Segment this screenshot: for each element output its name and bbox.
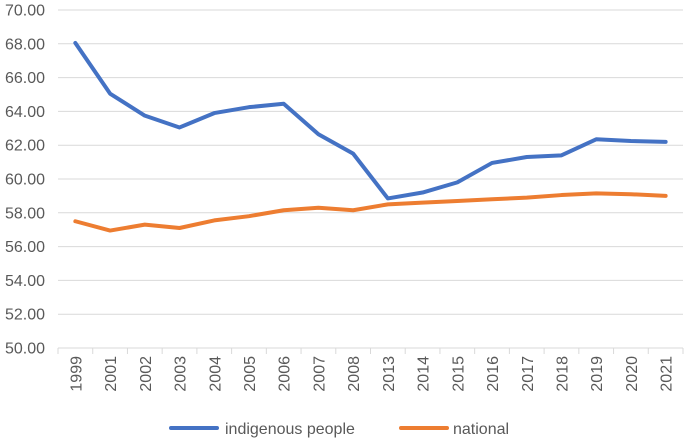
x-tick-label: 2016 — [485, 356, 502, 392]
x-tick-label: 2001 — [103, 356, 120, 392]
x-tick-label: 2014 — [416, 356, 433, 392]
x-tick-label: 2007 — [311, 356, 328, 392]
y-tick-label: 66.00 — [5, 70, 45, 87]
x-tick-label: 2015 — [450, 356, 467, 392]
gridlines — [57, 9, 684, 354]
x-tick-label: 2004 — [207, 356, 224, 392]
y-tick-label: 56.00 — [5, 239, 45, 256]
series-line-indigenous-people — [73, 40, 668, 201]
y-tick-label: 58.00 — [5, 205, 45, 222]
x-tick-label: 1999 — [68, 356, 85, 392]
x-tick-label: 2006 — [277, 356, 294, 392]
y-tick-label: 68.00 — [5, 36, 45, 53]
y-tick-label: 60.00 — [5, 172, 45, 189]
y-tick-label: 70.00 — [5, 3, 45, 20]
y-tick-label: 52.00 — [5, 307, 45, 324]
legend: indigenous people national — [169, 421, 509, 438]
x-tick-label: 2019 — [589, 356, 606, 392]
legend-label: national — [453, 421, 509, 438]
x-tick-label: 2008 — [346, 356, 363, 392]
y-tick-label: 62.00 — [5, 138, 45, 155]
y-tick-label: 64.00 — [5, 104, 45, 121]
x-axis-tick-labels: 1999 2001 2002 2003 2004 2005 2006 2007 2008 2013… — [68, 356, 675, 392]
y-tick-label: 54.00 — [5, 273, 45, 290]
series-line-national — [73, 191, 668, 233]
y-tick-label: 50.00 — [5, 341, 45, 358]
x-tick-label: 2005 — [242, 356, 259, 392]
x-tick-label: 2013 — [381, 356, 398, 392]
x-tick-label: 2017 — [520, 356, 537, 392]
series-lines — [73, 40, 668, 233]
legend-label: indigenous people — [225, 421, 355, 438]
x-tick-label: 2020 — [624, 356, 641, 392]
x-tick-label: 2021 — [659, 356, 676, 392]
y-axis-tick-labels: 50.00 52.00 54.00 56.00 58.00 60.00 62.00 64.00… — [5, 3, 45, 358]
x-tick-label: 2003 — [173, 356, 190, 392]
x-tick-label: 2018 — [554, 356, 571, 392]
x-tick-label: 2002 — [138, 356, 155, 392]
